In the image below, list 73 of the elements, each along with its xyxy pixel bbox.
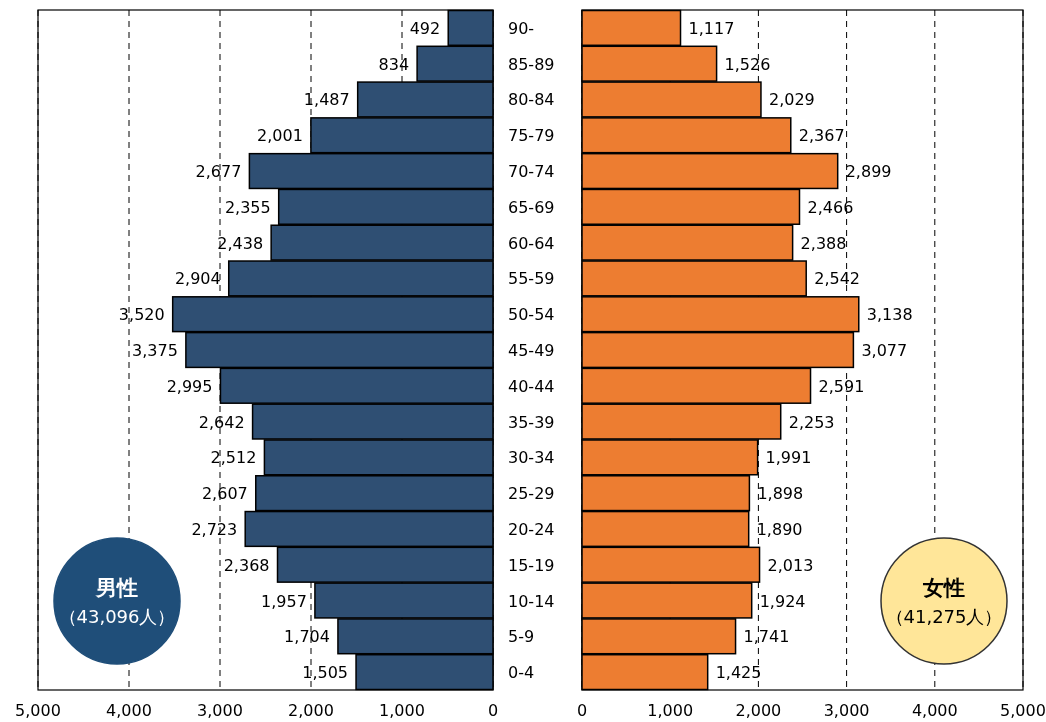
data-label: 2,899: [845, 162, 892, 182]
data-label: 2,253: [788, 412, 835, 432]
y-tick-label: 35-39: [508, 412, 555, 432]
y-tick-label: 30-34: [508, 448, 555, 468]
x-tick-label: 0: [576, 701, 588, 720]
x-tick-label: 0: [487, 701, 499, 720]
data-label: 2,904: [174, 269, 221, 289]
data-label: 2,995: [166, 376, 213, 396]
annotation: 男性: [95, 576, 138, 600]
x-tick-label: 4,000: [911, 701, 958, 720]
data-label: 2,607: [201, 484, 248, 504]
data-label: 1,505: [302, 663, 349, 683]
y-tick-label: 85-89: [508, 54, 555, 74]
data-label: 1,991: [765, 448, 812, 468]
x-tick-label: 1,000: [647, 701, 694, 720]
x-tick-label: 2,000: [288, 701, 334, 720]
data-label: 2,367: [798, 126, 845, 146]
data-label: 1,898: [757, 484, 804, 504]
y-tick-label: 70-74: [508, 162, 555, 182]
data-label: 1,526: [724, 54, 771, 74]
y-tick-label: 15-19: [508, 555, 555, 575]
annotation: 女性: [922, 576, 965, 600]
data-label: 2,723: [191, 519, 238, 539]
y-tick-label: 20-24: [508, 519, 555, 539]
x-tick-label: 3,000: [197, 701, 243, 720]
data-label: 2,512: [210, 448, 257, 468]
data-label: 2,438: [217, 233, 264, 253]
y-tick-label: 5-9: [508, 627, 535, 647]
data-label: 2,677: [195, 162, 242, 182]
data-label: 1,890: [756, 519, 803, 539]
data-label: 492: [409, 18, 441, 38]
y-tick-label: 50-54: [508, 305, 555, 325]
data-label: 3,375: [132, 341, 178, 360]
y-tick-label: 25-29: [508, 484, 555, 504]
data-label: 1,117: [688, 18, 735, 38]
y-tick-label: 0-4: [508, 663, 535, 683]
data-label: 2,591: [818, 376, 865, 396]
x-tick-label: 2,000: [735, 701, 782, 720]
data-label: 3,077: [861, 341, 908, 360]
data-label: 2,355: [224, 197, 271, 217]
data-label: 2,642: [198, 412, 245, 432]
x-tick-label: 3,000: [823, 701, 870, 720]
data-label: 1,957: [261, 591, 307, 611]
x-tick-label: 1,000: [379, 701, 425, 720]
data-label: 2,388: [800, 233, 847, 253]
x-tick-label: 5,000: [1000, 701, 1046, 720]
annotation: （41,275人）: [885, 606, 1003, 627]
data-label: 2,013: [767, 555, 814, 575]
data-label: 1,704: [284, 627, 330, 647]
data-label: 1,487: [303, 90, 350, 110]
y-tick-label: 45-49: [508, 341, 555, 360]
y-tick-label: 75-79: [508, 126, 555, 146]
data-label: 2,542: [814, 269, 861, 289]
data-label: 1,425: [715, 663, 762, 683]
data-label: 834: [378, 54, 410, 74]
y-tick-label: 10-14: [508, 591, 555, 611]
x-tick-label: 4,000: [106, 701, 152, 720]
data-label: 2,466: [807, 197, 854, 217]
data-label: 2,001: [257, 126, 303, 146]
y-tick-label: 90-: [508, 18, 535, 38]
data-label: 1,741: [743, 627, 790, 647]
y-tick-label: 60-64: [508, 233, 555, 253]
y-tick-label: 80-84: [508, 90, 555, 110]
data-label: 3,520: [118, 305, 165, 325]
data-label: 2,368: [223, 555, 270, 575]
y-tick-label: 55-59: [508, 269, 555, 289]
data-label: 1,924: [759, 591, 806, 611]
data-label: 2,029: [768, 90, 815, 110]
data-label: 3,138: [866, 305, 913, 325]
x-tick-label: 5,000: [15, 701, 61, 720]
y-tick-label: 40-44: [508, 376, 555, 396]
annotation: （43,096人）: [58, 606, 176, 627]
y-tick-label: 65-69: [508, 197, 555, 217]
